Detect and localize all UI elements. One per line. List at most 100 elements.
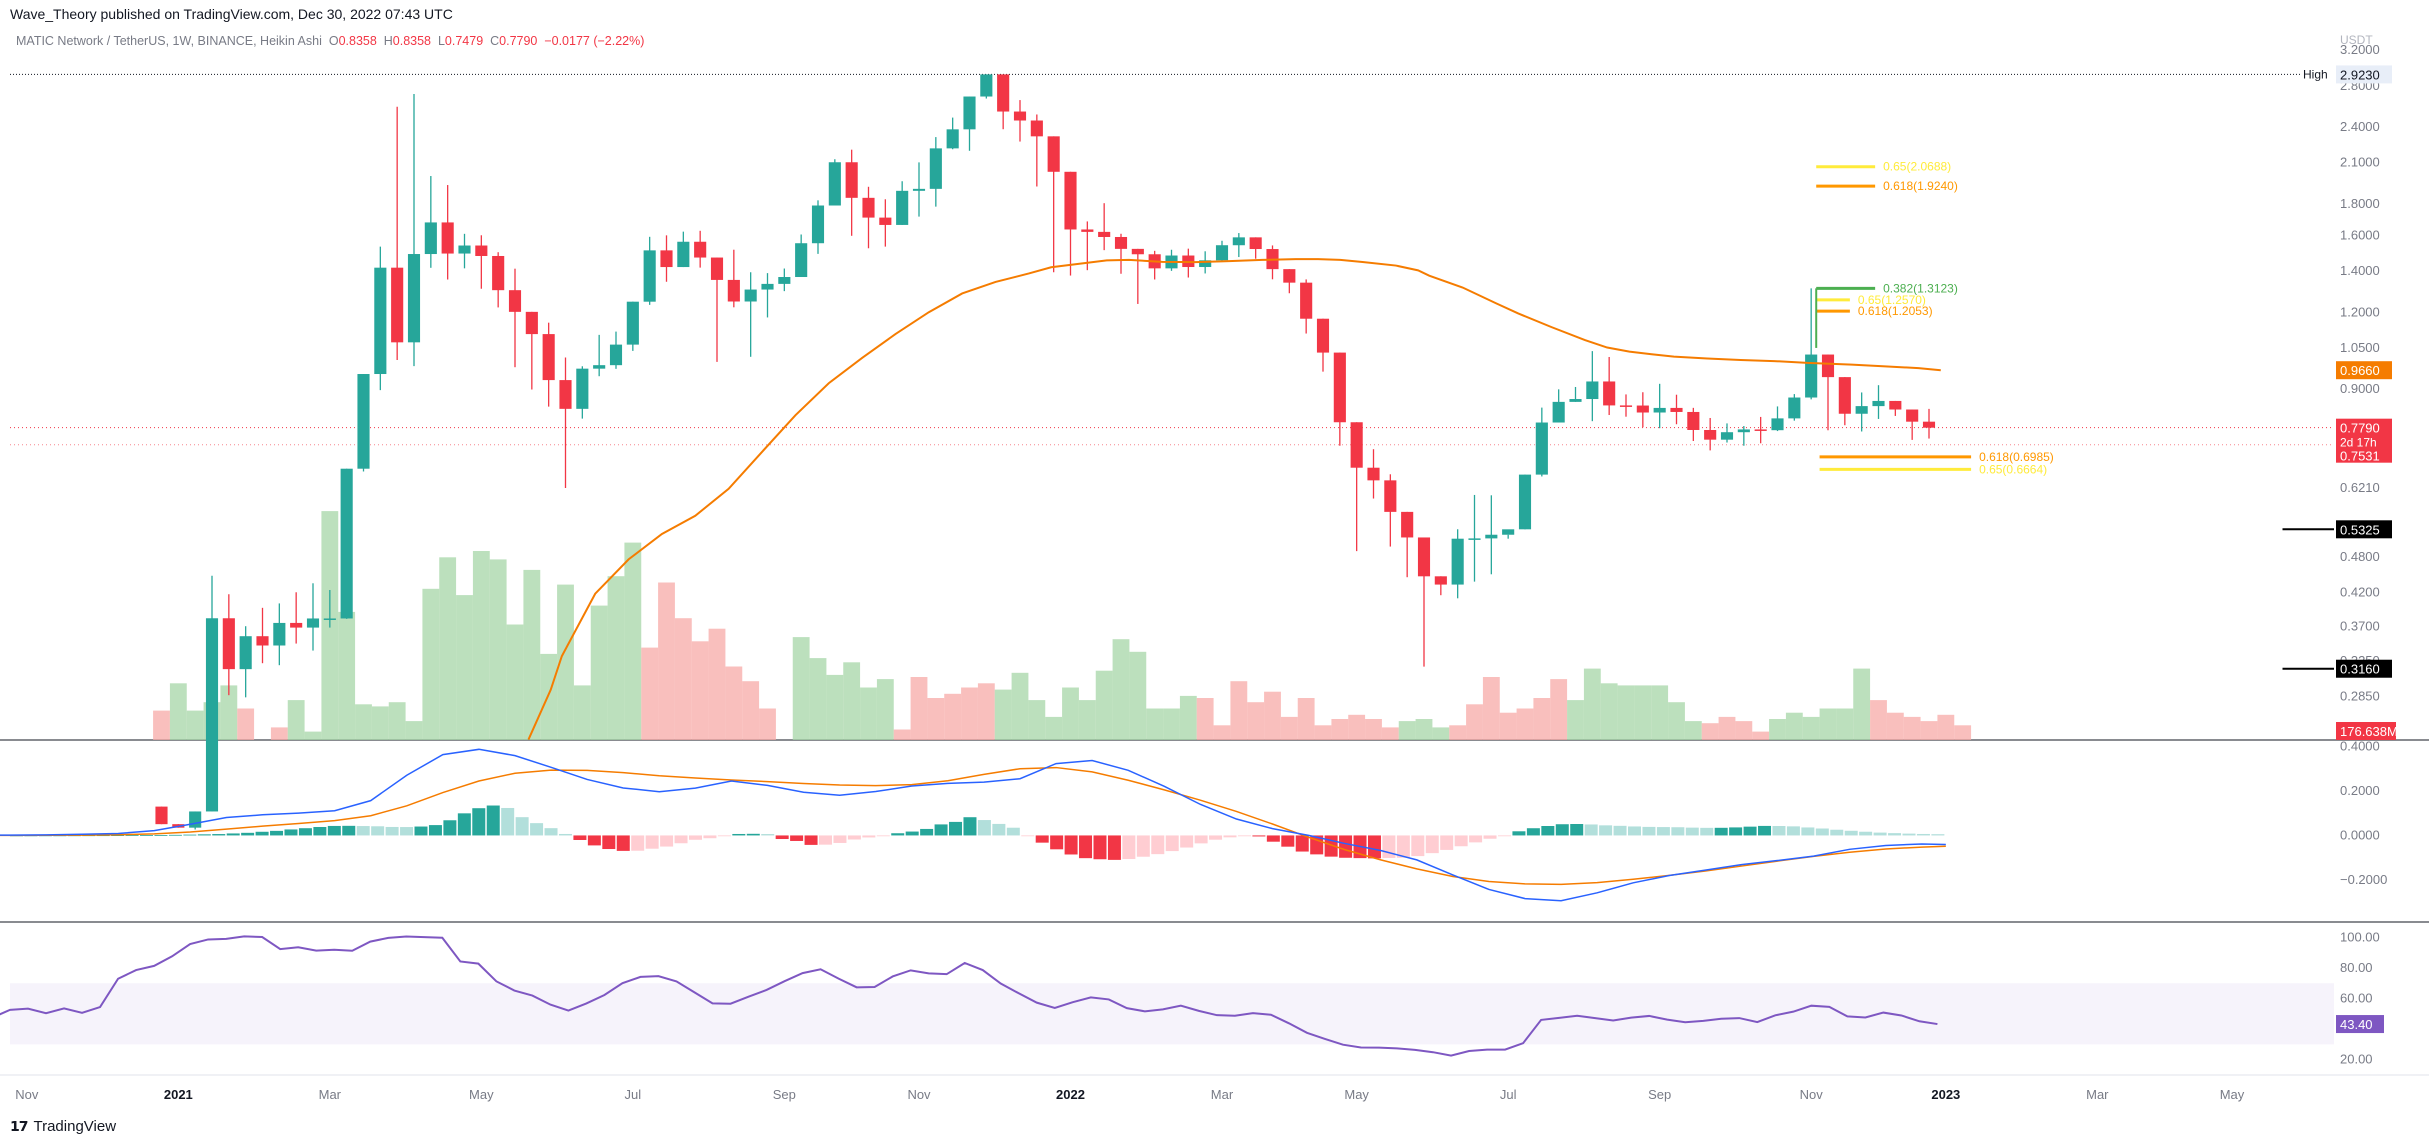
candle-down [1636, 405, 1649, 413]
macd-histogram-bar [1512, 831, 1526, 836]
macd-histogram-bar [226, 833, 240, 836]
candle-up [946, 129, 959, 149]
macd-histogram-bar [1425, 835, 1439, 854]
macd-histogram-bar [761, 834, 775, 836]
candle-down [1013, 111, 1027, 121]
macd-histogram-bar [125, 835, 139, 836]
volume-bar [1516, 708, 1534, 740]
candle-up [189, 811, 202, 828]
macd-histogram-bar [1873, 832, 1887, 836]
volume-bar [1870, 700, 1887, 740]
macd-histogram-bar [1310, 835, 1324, 855]
volume-bar [1045, 716, 1063, 740]
fib-level-label: 0.65(1.2570) [1858, 293, 1926, 307]
tradingview-logo-icon: 𝟭𝟳 [10, 1118, 29, 1134]
time-tick-label: 2021 [164, 1087, 193, 1102]
macd-histogram-bar [1613, 825, 1627, 836]
symbol-ohlc-legend: MATIC Network / TetherUS, 1W, BINANCE, H… [16, 34, 644, 48]
macd-histogram-bar [544, 828, 558, 836]
price-tick-label: 2.1000 [2340, 155, 2380, 170]
volume-bar [1028, 700, 1046, 740]
macd-histogram-bar [1555, 824, 1569, 836]
candle-down [1434, 576, 1447, 585]
volume-bar [658, 582, 675, 740]
macd-histogram-bar [1772, 826, 1786, 836]
candle-up [273, 622, 286, 646]
macd-histogram-bar [1786, 826, 1800, 836]
high-label: H [383, 34, 393, 48]
macd-histogram-bar [1454, 835, 1468, 847]
macd-histogram-bar [746, 833, 760, 836]
volume-bar [1449, 725, 1467, 740]
candle-down [155, 806, 168, 825]
volume-bar [1651, 685, 1669, 740]
volume-bar [1163, 708, 1180, 740]
candle-up [1737, 429, 1750, 433]
macd-tick-label: 0.4000 [2340, 739, 2380, 754]
volume-bar [1432, 727, 1450, 740]
macd-histogram-bar [616, 835, 630, 851]
time-tick-label: Nov [907, 1087, 931, 1102]
candle-down [1889, 400, 1902, 410]
ema-line [527, 258, 1941, 740]
close-label: C [490, 34, 500, 48]
macd-histogram-bar [183, 834, 197, 836]
volume-bar [422, 588, 440, 740]
volume-bar [1785, 712, 1803, 740]
volume-bar [1297, 698, 1315, 740]
volume-bar [742, 681, 760, 740]
level-price-label: 0.5325 [2340, 522, 2380, 537]
macd-histogram-bar [1916, 833, 1930, 836]
macd-histogram-bar [1281, 835, 1295, 847]
volume-bar [1634, 685, 1652, 740]
volume-bar [809, 658, 827, 740]
macd-histogram-bar [1844, 830, 1858, 836]
candle-down [1081, 229, 1094, 232]
macd-histogram-bar [1093, 835, 1107, 860]
macd-histogram-bar [1339, 835, 1353, 858]
volume-bar [927, 698, 945, 740]
candle-down [862, 197, 875, 218]
macd-histogram-bar [1107, 835, 1121, 860]
candle-up [1535, 422, 1548, 475]
volume-bar [1146, 708, 1164, 740]
candle-up [1771, 418, 1784, 431]
fib-level-label: 0.382(1.3123) [1883, 281, 1958, 295]
volume-bar [1886, 712, 1904, 740]
candle-down [542, 334, 555, 381]
macd-histogram-bar [1859, 831, 1873, 836]
macd-histogram-bar [1050, 835, 1064, 850]
candle-down [525, 311, 538, 335]
volume-bar [388, 702, 406, 740]
volume-bar [1819, 708, 1837, 740]
volume-bar [674, 618, 692, 740]
volume-bar [1684, 721, 1702, 740]
volume-bar [1280, 716, 1298, 740]
rsi-line [0, 935, 1938, 1057]
macd-histogram-bar [197, 834, 211, 836]
time-tick-label: May [2220, 1087, 2245, 1102]
macd-histogram-bar [688, 835, 702, 840]
volume-bar [1533, 698, 1551, 740]
macd-histogram-bar [1483, 835, 1497, 839]
volume-bar [1415, 719, 1433, 740]
volume-bar [472, 551, 490, 740]
volume-bar [1567, 700, 1584, 740]
tradingview-brand[interactable]: 𝟭𝟳 TradingView [10, 1118, 116, 1135]
macd-histogram-bar [96, 835, 110, 837]
macd-histogram-bar [400, 827, 414, 836]
time-tick-label: Nov [1800, 1087, 1824, 1102]
candle-up [1199, 260, 1212, 268]
candle-up [980, 74, 993, 97]
macd-histogram-bar [847, 835, 861, 840]
time-tick-label: Jul [1500, 1087, 1517, 1102]
macd-histogram-bar [1367, 835, 1381, 859]
price-tick-label: 0.9000 [2340, 381, 2380, 396]
brand-label: TradingView [33, 1118, 117, 1135]
macd-histogram-bar [1743, 826, 1757, 836]
volume-bar [994, 689, 1012, 740]
macd-histogram-bar [1700, 827, 1714, 836]
macd-histogram-bar [1931, 834, 1945, 836]
volume-bar [1735, 721, 1753, 740]
